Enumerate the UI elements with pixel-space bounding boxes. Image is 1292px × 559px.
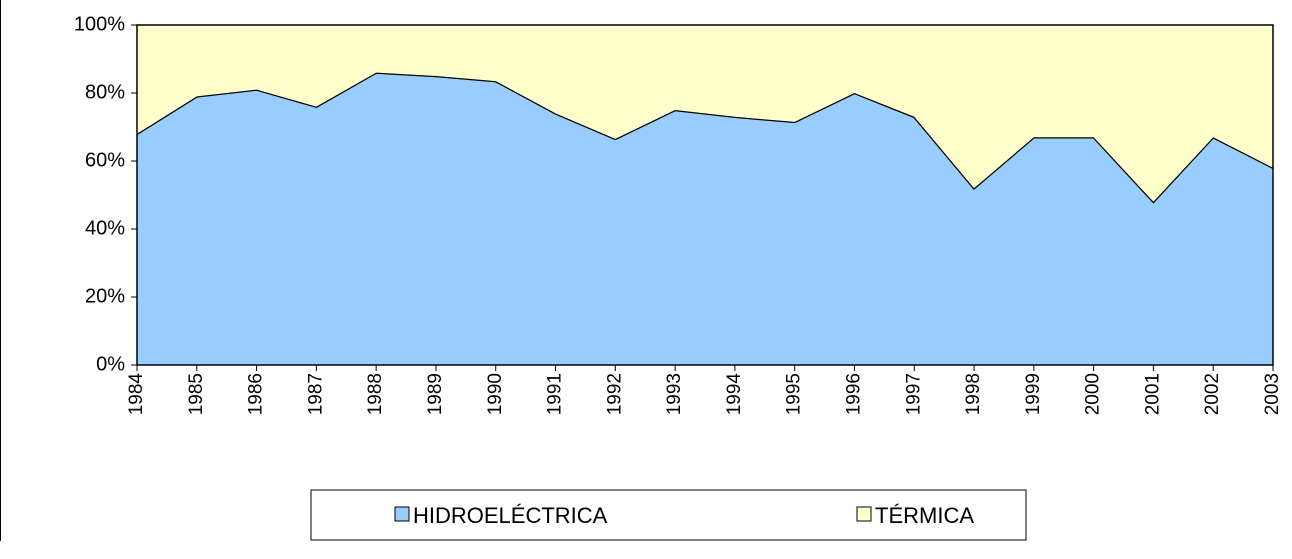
x-tick-label: 2000	[1083, 373, 1104, 415]
x-tick-label: 1989	[425, 373, 446, 415]
y-tick-label: 60%	[85, 149, 125, 171]
x-tick-label: 1995	[784, 373, 805, 415]
area	[137, 72, 1273, 365]
plot-border	[136, 24, 1274, 366]
y-tick-label: 0%	[96, 353, 125, 375]
x-tick-label: 2003	[1262, 373, 1283, 415]
x-tick-label: 1986	[246, 373, 267, 415]
y-tick-label: 40%	[85, 217, 125, 239]
x-tick-label: 1990	[485, 373, 506, 415]
y-tick-label: 100%	[74, 13, 125, 35]
x-tick-label: 1998	[963, 373, 984, 415]
x-tick-label: 2002	[1202, 373, 1223, 415]
legend-label: TÉRMICA	[875, 503, 974, 528]
x-tick-label: 1999	[1023, 373, 1044, 415]
x-tick-label: 1993	[664, 373, 685, 415]
x-tick-label: 1987	[305, 373, 326, 415]
x-tick-label: 1994	[724, 373, 745, 416]
x-tick-label: 1992	[604, 373, 625, 415]
legend-swatch	[856, 506, 872, 522]
area	[137, 25, 1273, 202]
x-tick-label: 1988	[365, 373, 386, 415]
legend-label: HIDROELÉCTRICA	[413, 503, 608, 528]
x-tick-label: 1997	[903, 373, 924, 415]
x-tick-label: 2001	[1142, 373, 1163, 415]
x-tick-label: 1991	[545, 373, 566, 415]
x-tick-label: 1984	[126, 373, 147, 416]
y-tick-label: 80%	[85, 81, 125, 103]
legend-swatch	[394, 506, 410, 522]
y-tick-label: 20%	[85, 285, 125, 307]
x-tick-label: 1996	[843, 373, 864, 415]
legend-box	[310, 489, 1027, 541]
x-tick-label: 1985	[186, 373, 207, 415]
